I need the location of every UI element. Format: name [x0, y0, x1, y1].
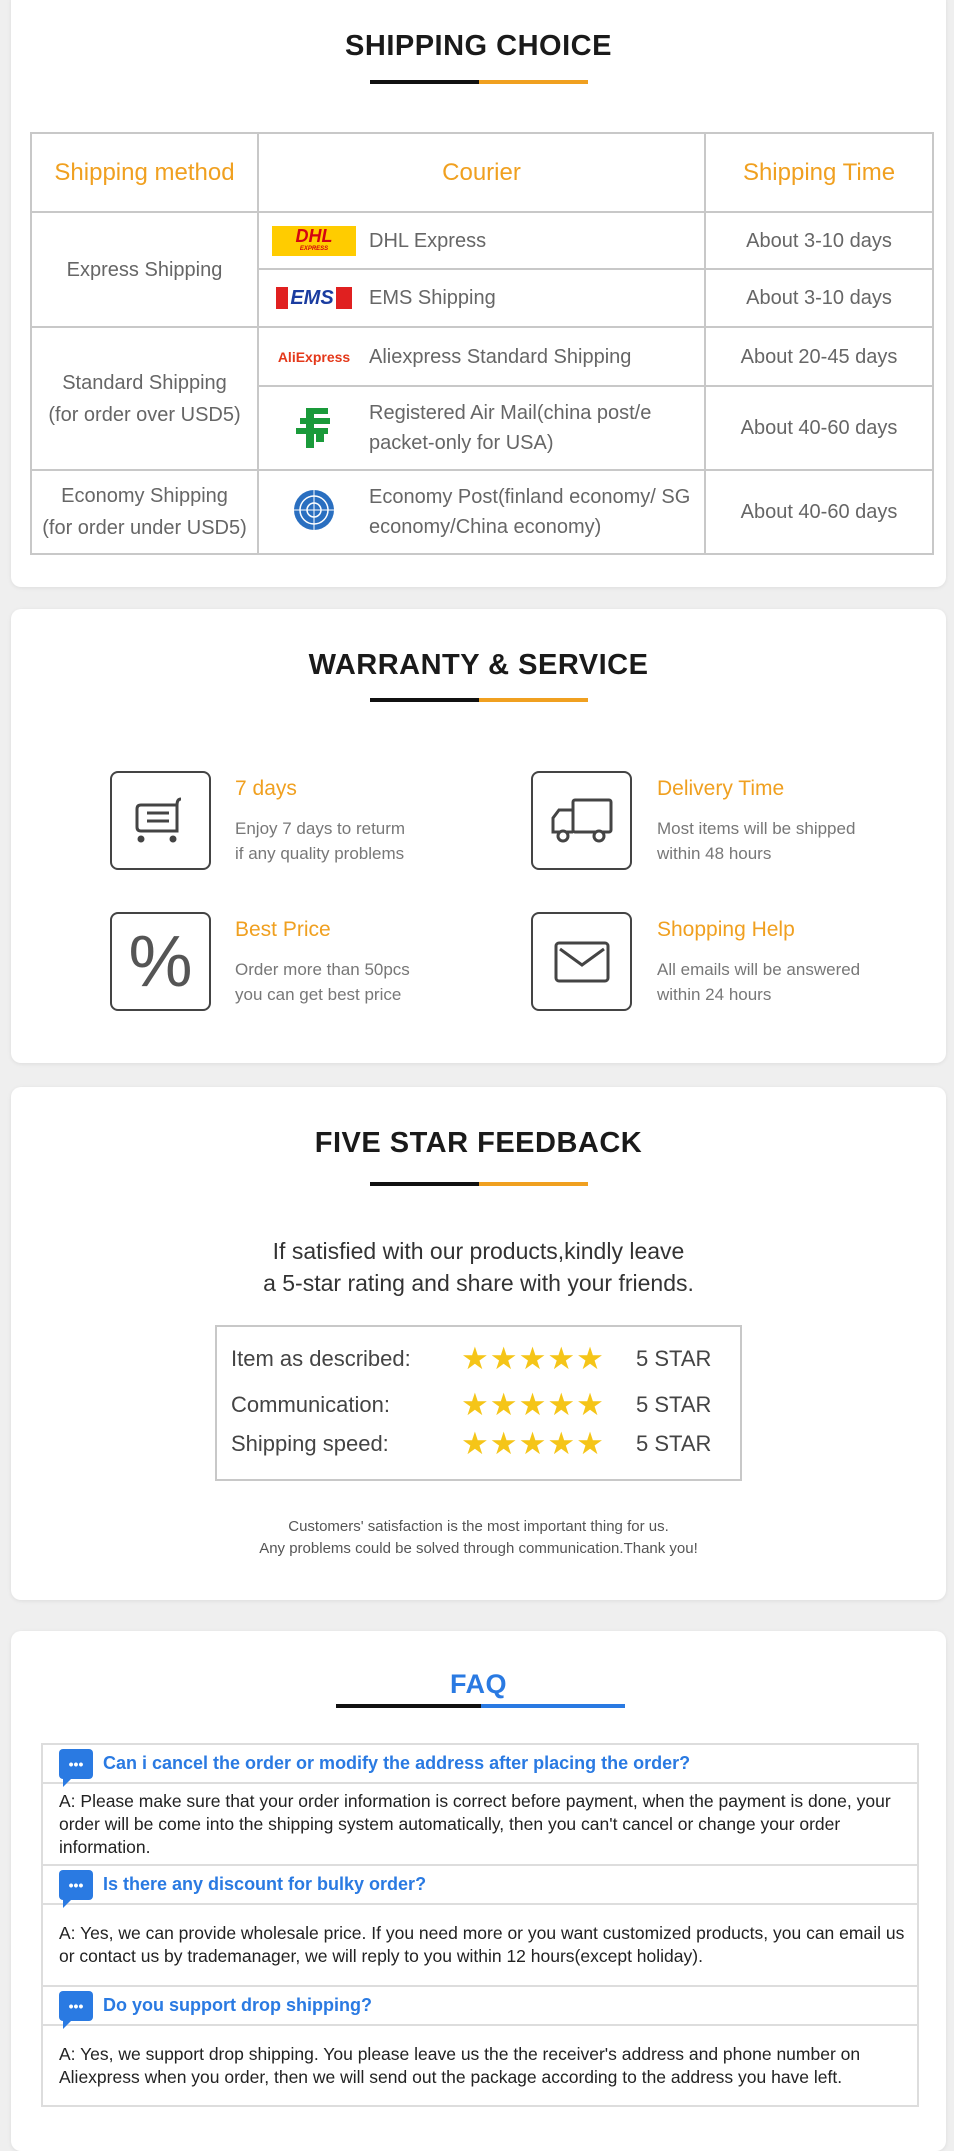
faq-section: FAQ ••• Can i cancel the order or modify …	[11, 1631, 946, 2151]
chat-bubble-icon: •••	[59, 1748, 93, 1787]
warranty-title: Best Price	[235, 918, 331, 941]
courier-name: Aliexpress Standard Shipping	[369, 345, 632, 368]
star-icons: ★★★★★	[461, 1341, 605, 1376]
warranty-desc: Order more than 50pcs you can get best pr…	[235, 960, 410, 1004]
faq-question: ••• Can i cancel the order or modify the …	[43, 1745, 917, 1787]
warranty-desc: All emails will be answered within 24 hou…	[657, 960, 861, 1004]
shipping-time: About 20-45 days	[704, 326, 934, 387]
star-icons: ★★★★★	[461, 1426, 605, 1461]
section-title: SHIPPING CHOICE	[345, 30, 612, 62]
china-post-icon	[259, 406, 369, 450]
warranty-title: Delivery Time	[657, 777, 785, 800]
section-title: FAQ	[449, 1669, 507, 1699]
courier-name: EMS Shipping	[369, 287, 496, 309]
shipping-time: About 3-10 days	[704, 211, 934, 270]
feedback-note: Customers' satisfaction is the most impo…	[259, 1518, 698, 1557]
title-underline	[336, 1704, 625, 1708]
method-economy: Economy Shipping (for order under USD5)	[30, 469, 259, 555]
header-courier: Courier	[257, 132, 706, 213]
shipping-choice-section: SHIPPING CHOICE Shipping method Courier Sh…	[11, 0, 946, 587]
header-time: Shipping Time	[704, 132, 934, 213]
courier-name: DHL Express	[369, 229, 487, 252]
truck-icon	[531, 771, 632, 870]
percent-icon: %	[110, 912, 211, 1011]
feedback-section: FIVE STAR FEEDBACK If satisfied with our…	[11, 1087, 946, 1600]
warranty-desc: Most items will be shipped within 48 hour…	[657, 819, 856, 863]
warranty-title: 7 days	[235, 777, 297, 800]
aliexpress-logo: AliExpress	[277, 348, 351, 365]
faq-question: ••• Do you support drop shipping?	[43, 1987, 917, 2029]
warranty-desc: Enjoy 7 days to returm if any quality pro…	[235, 819, 406, 863]
title-underline	[370, 1182, 588, 1186]
shipping-time: About 3-10 days	[704, 268, 934, 328]
section-title: WARRANTY & SERVICE	[308, 649, 649, 681]
title-underline	[370, 698, 588, 702]
method-standard: Standard Shipping (for order over USD5)	[30, 326, 259, 471]
star-icons: ★★★★★	[461, 1387, 605, 1422]
rating-row: Communication: ★★★★★ 5 STAR	[231, 1387, 712, 1422]
ems-logo: EMS	[259, 287, 369, 309]
rating-box: Item as described: ★★★★★ 5 STAR Communicat…	[215, 1325, 742, 1481]
courier-name: Registered Air Mail(china post/e packet-…	[369, 402, 652, 454]
rating-row: Item as described: ★★★★★ 5 STAR	[231, 1341, 712, 1376]
un-emblem-icon	[259, 487, 369, 537]
chat-bubble-icon: •••	[59, 1990, 93, 2029]
dhl-logo: DHL EXPRESS	[259, 225, 369, 256]
warranty-section: WARRANTY & SERVICE 7 days Enjoy 7 days t…	[11, 609, 946, 1063]
shipping-time: About 40-60 days	[704, 469, 934, 555]
faq-answer: A: Yes, we support drop shipping. You pl…	[59, 2043, 861, 2087]
mail-icon	[531, 912, 632, 1011]
faq-answer: A: Please make sure that your order info…	[43, 1784, 917, 1866]
shipping-table: Shipping method Courier Shipping Time Expr…	[30, 132, 934, 555]
method-express: Express Shipping	[30, 211, 259, 328]
feedback-intro: If satisfied with our products,kindly le…	[263, 1238, 694, 1296]
faq-question: ••• Is there any discount for bulky order…	[43, 1866, 917, 1908]
rating-row: Shipping speed: ★★★★★ 5 STAR	[231, 1426, 712, 1461]
chat-bubble-icon: •••	[59, 1869, 93, 1908]
shipping-time: About 40-60 days	[704, 385, 934, 471]
section-title: FIVE STAR FEEDBACK	[314, 1127, 643, 1159]
courier-name: Economy Post(finland economy/ SG economy…	[369, 486, 691, 538]
warranty-title: Shopping Help	[657, 918, 795, 941]
cart-icon	[110, 771, 211, 870]
faq-list: ••• Can i cancel the order or modify the …	[41, 1743, 919, 2107]
title-underline	[370, 80, 588, 84]
faq-answer: A: Yes, we can provide wholesale price. …	[43, 1905, 917, 1987]
header-method: Shipping method	[30, 132, 259, 213]
